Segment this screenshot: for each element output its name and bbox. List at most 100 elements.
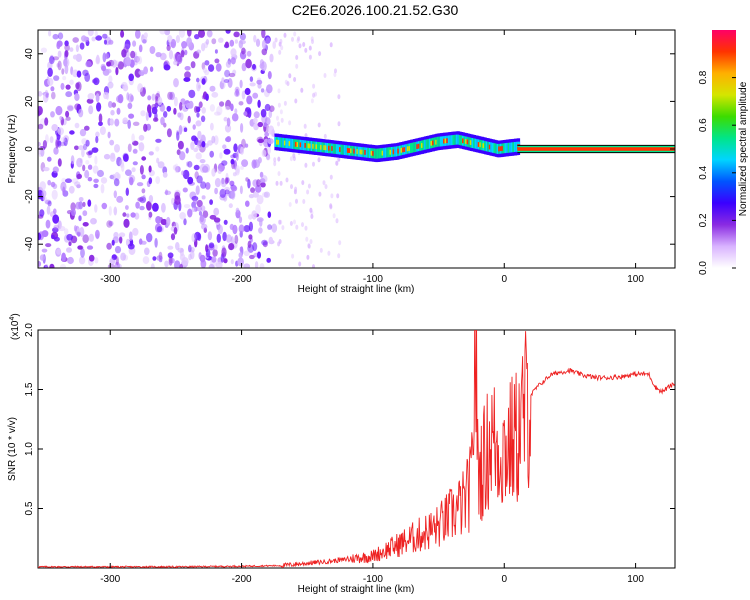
noise-cell [156,226,163,233]
noise-cell [219,152,223,159]
noise-cell [169,91,175,101]
noise-cell [246,50,252,57]
band-cell [287,138,290,149]
noise-cell [238,101,244,106]
noise-cell [146,201,152,211]
noise-cell [269,53,274,63]
noise-cell [167,35,173,43]
noise-cell [217,224,223,235]
noise-cell [159,52,167,61]
noise-cell [50,181,56,188]
noise-cell [107,131,111,139]
noise-cell [83,143,88,151]
tone-line-core [517,147,675,151]
noise-cell [219,188,227,198]
noise-cell [95,229,100,239]
noise-cell [165,189,168,196]
noise-cell [240,123,244,133]
noise-cell [300,87,304,93]
noise-cell [253,117,258,124]
band-cell [293,139,297,150]
noise-cell [238,224,245,233]
band-cell [346,148,350,153]
noise-cell [63,57,70,68]
colorbar-label: Normalized spectral amplitude [738,81,749,216]
noise-cell [278,219,282,225]
noise-cell [304,47,308,53]
colorbar-scale [712,30,736,268]
noise-cell [243,263,251,268]
noise-cell [175,242,180,251]
noise-cell [195,152,202,160]
noise-cell [148,151,154,156]
noise-cell [247,240,252,249]
noise-cell [82,222,89,227]
noise-cell [88,233,94,242]
noise-cell [177,140,184,150]
noise-cell [82,164,86,172]
noise-cell [78,145,84,151]
noise-cell [214,187,219,195]
noise-cell [77,245,83,250]
noise-cell [82,210,88,217]
noise-cell [295,198,298,204]
noise-cell [211,256,217,263]
noise-cell [197,130,202,140]
y-tick-label: 40 [24,48,35,60]
noise-cell [205,248,211,258]
noise-cell [58,225,66,232]
noise-cell [107,264,115,268]
noise-cell [152,202,159,212]
noise-cell [244,143,249,148]
noise-cell [55,139,59,149]
band-cell [307,143,311,149]
noise-cell [155,52,162,58]
noise-cell [151,106,158,115]
noise-cell [253,34,257,43]
noise-cell [298,43,302,49]
noise-cell [188,253,192,261]
band-cell [424,139,428,150]
noise-cell [111,239,115,246]
noise-cell [238,39,243,49]
noise-cell [147,95,152,101]
noise-cell [116,195,124,203]
noise-cell [323,133,327,139]
noise-cell [283,100,287,106]
noise-cell [86,245,94,250]
noise-cell [279,219,283,225]
noise-cell [245,200,250,207]
band-cell [324,145,328,151]
noise-cell [277,171,281,177]
noise-cell [199,159,206,164]
y-tick-label: -20 [24,189,35,204]
noise-cell [61,252,66,262]
noise-cell [208,64,215,72]
noise-cell [108,206,112,216]
noise-cell [76,70,82,78]
noise-cell [211,135,216,144]
noise-cell [241,90,246,100]
noise-cell [126,92,130,101]
noise-cell [234,39,238,44]
noise-cell [308,45,312,51]
snr-frame [37,329,676,569]
noise-cell [40,47,48,53]
noise-cell [306,189,310,195]
band-cell [441,136,445,147]
band-cell [413,142,417,153]
band-cell [302,140,306,151]
noise-cell [101,65,107,72]
noise-cell [98,121,103,127]
spectrogram-y-label: Frequency (Hz) [7,115,18,184]
noise-cell [124,169,132,176]
noise-cell [337,94,341,100]
colorbar-tick-label: 0.0 [698,261,709,275]
noise-cell [257,251,261,259]
noise-cell [85,139,90,147]
noise-cell [82,201,86,208]
noise-cell [160,104,166,112]
noise-cell [211,168,216,177]
noise-cell [85,160,90,165]
noise-cell [75,44,79,53]
